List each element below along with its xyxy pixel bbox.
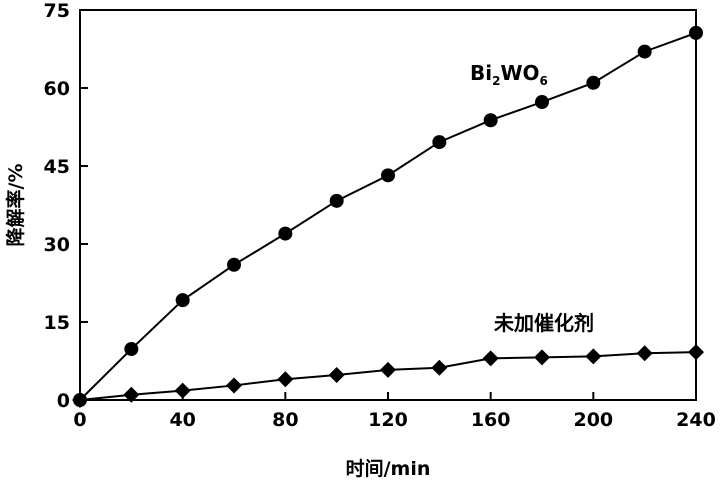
series-line-0 <box>79 31 697 401</box>
data-point-diamond <box>380 361 396 378</box>
x-tick-label: 160 <box>471 409 511 431</box>
data-point-circle <box>637 44 652 59</box>
y-tick-label: 60 <box>44 78 70 100</box>
data-point-circle <box>535 95 549 110</box>
series-label-no-catalyst: 未加催化剂 <box>494 311 594 335</box>
x-tick-label: 40 <box>169 409 195 431</box>
data-point-circle <box>381 168 395 183</box>
series <box>72 25 704 408</box>
data-point-diamond <box>585 348 602 365</box>
data-point-circle <box>483 113 498 128</box>
data-point-diamond <box>534 349 550 366</box>
data-point-diamond <box>277 371 294 388</box>
x-tick-label: 240 <box>676 409 716 431</box>
data-point-diamond <box>226 377 242 394</box>
series-label-bi2wo6: Bi2WO6 <box>470 61 548 88</box>
data-point-circle <box>227 257 241 272</box>
ticks: 0 40 80 120 160 200 240 0 15 30 45 60 75 <box>44 0 716 431</box>
data-point-diamond <box>174 382 191 399</box>
data-point-diamond <box>431 359 448 376</box>
data-point-circle <box>329 193 344 208</box>
y-tick-label: 30 <box>44 234 70 256</box>
y-tick-label: 75 <box>44 0 70 22</box>
data-point-circle <box>586 75 601 90</box>
data-point-diamond <box>482 350 499 367</box>
axes <box>79 9 697 401</box>
x-tick-label: 200 <box>573 409 613 431</box>
data-point-circle <box>689 25 703 40</box>
data-point-diamond <box>328 367 345 384</box>
data-point-circle <box>432 135 447 150</box>
y-tick-label: 15 <box>44 312 70 334</box>
plot-frame <box>79 9 697 401</box>
y-axis-title: 降解率/% <box>4 164 27 247</box>
data-point-circle <box>278 226 293 241</box>
data-point-diamond <box>72 392 88 408</box>
data-point-diamond <box>636 345 653 362</box>
y-tick-label: 45 <box>44 156 70 178</box>
data-point-diamond <box>688 344 704 361</box>
x-tick-label: 120 <box>368 409 408 431</box>
x-tick-label: 0 <box>73 409 86 431</box>
x-axis-title: 时间/min <box>346 458 431 480</box>
data-point-circle <box>175 293 190 308</box>
y-tick-label: 0 <box>57 390 70 412</box>
data-point-diamond <box>123 386 140 403</box>
x-tick-label: 80 <box>272 409 298 431</box>
data-point-circle <box>124 342 139 357</box>
